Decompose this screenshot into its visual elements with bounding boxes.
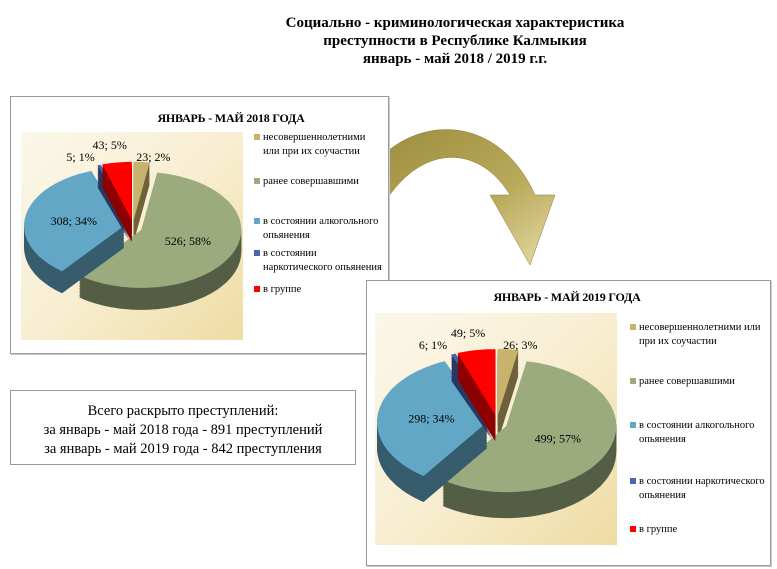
data-label: 43; 5%: [93, 138, 127, 152]
data-label: 26; 3%: [503, 338, 537, 352]
legend-swatch: [630, 478, 636, 484]
pie-slice-2: [24, 171, 125, 272]
pie-slice-1: [79, 172, 242, 288]
title-line: Социально - криминологическая характерис…: [285, 15, 625, 31]
chart-title: ЯНВАРЬ - МАЙ 2018 ГОДА: [157, 111, 305, 125]
legend-item: в состоянии алкогольного опьянения: [254, 215, 384, 243]
data-label: 49; 5%: [451, 326, 485, 340]
legend-swatch: [254, 178, 260, 184]
totals-line: за январь - май 2018 года - 891 преступл…: [43, 422, 323, 438]
legend-item: ранее совершавшими: [630, 375, 770, 389]
data-label: 499; 57%: [535, 431, 581, 445]
legend-label: в состоянии наркотического опьянения: [639, 476, 765, 501]
legend-label: несовершеннолетними или при их соучастии: [263, 132, 366, 157]
legend-item: несовершеннолетними или при их соучастии: [630, 321, 770, 349]
legend-label: в состоянии алкогольного опьянения: [263, 216, 379, 241]
legend-item: в группе: [254, 283, 384, 297]
legend-item: в состоянии наркотического опьянения: [630, 475, 770, 503]
data-label: 298; 34%: [408, 412, 454, 426]
legend-label: в состоянии наркотического опьянения: [263, 248, 382, 273]
legend-label: в группе: [263, 284, 302, 295]
data-label: 308; 34%: [51, 214, 97, 228]
pie-slice-side: [451, 378, 494, 441]
legend-swatch: [630, 526, 636, 532]
title-line: преступности в Республике Калмыкия: [323, 33, 587, 49]
legend-swatch: [254, 286, 260, 292]
totals-line: Всего раскрыто преступлений:: [87, 403, 279, 419]
legend-swatch: [254, 134, 260, 140]
legend-item: ранее совершавшими: [254, 175, 384, 189]
totals-box: Всего раскрыто преступлений: за январь -…: [10, 390, 356, 465]
legend-label: несовершеннолетними или при их соучастии: [639, 322, 761, 347]
pie-slice-side: [97, 183, 131, 240]
chart-title: ЯНВАРЬ - МАЙ 2019 ГОДА: [493, 290, 641, 304]
legend-item: в состоянии наркотического опьянения: [254, 247, 384, 275]
pie-slice-0: [497, 349, 519, 416]
pie-slice-side: [97, 186, 131, 243]
legend-item: в состоянии алкогольного опьянения: [630, 419, 770, 447]
data-label: 5; 1%: [66, 150, 94, 164]
pie-slice-side: [451, 379, 494, 442]
pie-slice-side: [451, 376, 494, 439]
legend-label: в группе: [639, 524, 678, 535]
legend-swatch: [630, 422, 636, 428]
pie-slice-4: [457, 349, 496, 416]
legend-swatch: [254, 250, 260, 256]
legend-item: в группе: [630, 523, 770, 537]
chart-2019: ЯНВАРЬ - МАЙ 2019 ГОДА 26; 3% 499; 57% 298…: [366, 280, 771, 566]
pie-slice-1: [442, 361, 617, 493]
title-line: январь - май 2018 / 2019 г.г.: [362, 51, 548, 67]
totals-line: за январь - май 2019 года - 842 преступл…: [44, 441, 322, 457]
page-title: Социально - криминологическая характерис…: [230, 14, 680, 68]
pie-slice-4: [102, 161, 132, 220]
data-label: 6; 1%: [419, 338, 447, 352]
legend-swatch: [630, 378, 636, 384]
data-label: 526; 58%: [165, 234, 211, 248]
legend-item: несовершеннолетними или при их соучастии: [254, 131, 384, 159]
curved-arrow: [354, 129, 556, 266]
data-label: 23; 2%: [136, 150, 170, 164]
legend-swatch: [630, 324, 636, 330]
legend-swatch: [254, 218, 260, 224]
pie-slice-side: [97, 182, 131, 238]
pie-slice-side: [451, 375, 494, 438]
chart-2018: ЯНВАРЬ - МАЙ 2018 ГОДА 23; 2% 526; 58% 308…: [10, 96, 389, 354]
legend-label: в состоянии алкогольного опьянения: [639, 420, 755, 445]
pie-slice-side: [97, 185, 131, 241]
legend-label: ранее совершавшими: [263, 176, 359, 187]
legend-label: ранее совершавшими: [639, 376, 735, 387]
pie-slice-0: [133, 161, 150, 220]
